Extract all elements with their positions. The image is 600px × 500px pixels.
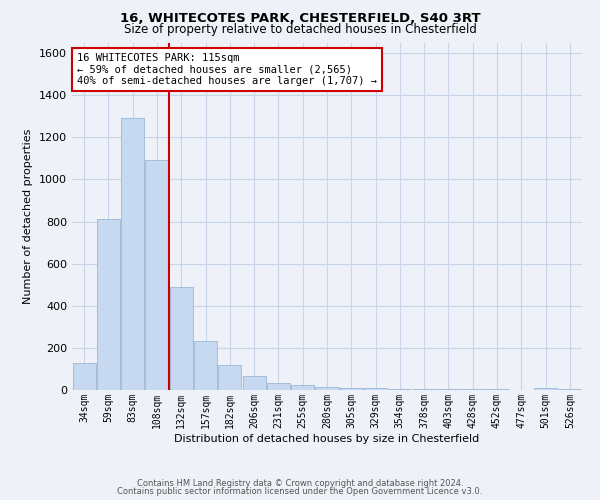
Bar: [437, 389, 460, 390]
Bar: [267, 382, 290, 390]
Bar: [145, 160, 169, 390]
Bar: [73, 362, 95, 390]
Bar: [340, 388, 363, 390]
Text: 16 WHITECOTES PARK: 115sqm
← 59% of detached houses are smaller (2,565)
40% of s: 16 WHITECOTES PARK: 115sqm ← 59% of deta…: [77, 53, 377, 86]
Text: Size of property relative to detached houses in Chesterfield: Size of property relative to detached ho…: [124, 22, 476, 36]
Bar: [388, 388, 412, 390]
Y-axis label: Number of detached properties: Number of detached properties: [23, 128, 34, 304]
Bar: [121, 118, 144, 390]
Bar: [194, 340, 217, 390]
Bar: [316, 387, 338, 390]
X-axis label: Distribution of detached houses by size in Chesterfield: Distribution of detached houses by size …: [175, 434, 479, 444]
Bar: [170, 287, 193, 390]
Text: 16, WHITECOTES PARK, CHESTERFIELD, S40 3RT: 16, WHITECOTES PARK, CHESTERFIELD, S40 3…: [119, 12, 481, 26]
Bar: [364, 388, 387, 390]
Text: Contains HM Land Registry data © Crown copyright and database right 2024.: Contains HM Land Registry data © Crown c…: [137, 478, 463, 488]
Bar: [218, 364, 241, 390]
Bar: [534, 388, 557, 390]
Bar: [242, 376, 266, 390]
Bar: [97, 220, 120, 390]
Bar: [413, 389, 436, 390]
Text: Contains public sector information licensed under the Open Government Licence v3: Contains public sector information licen…: [118, 487, 482, 496]
Bar: [559, 389, 581, 390]
Bar: [291, 386, 314, 390]
